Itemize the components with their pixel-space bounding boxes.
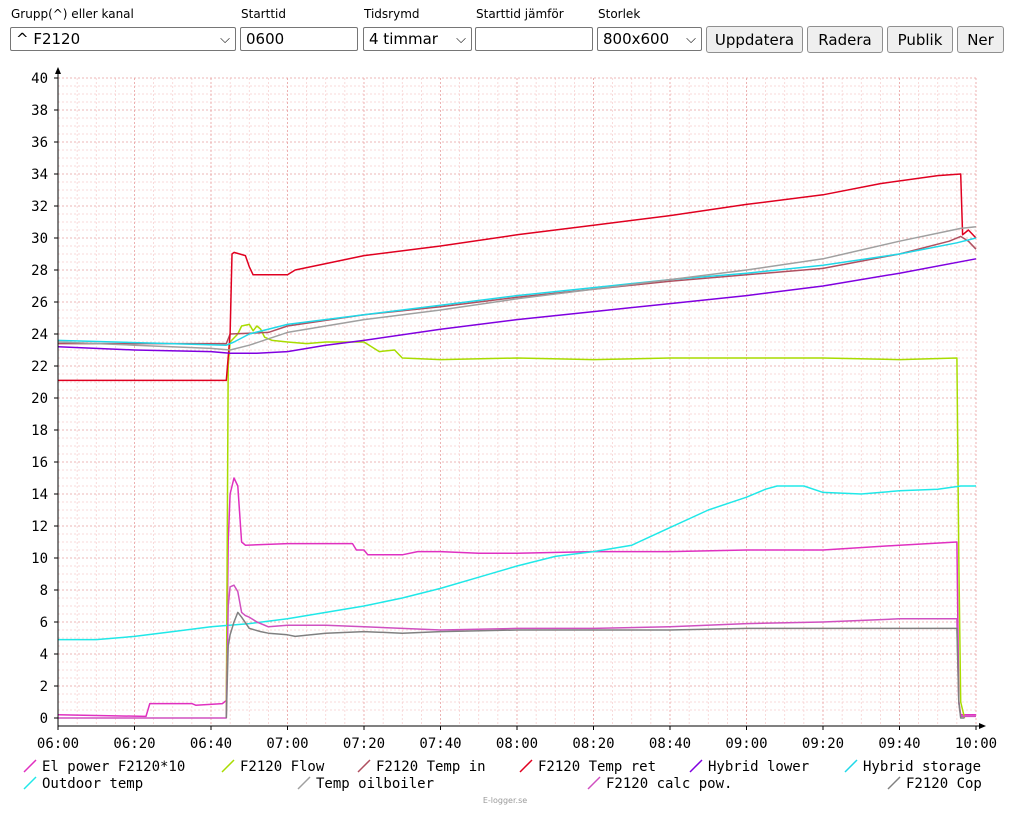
start-label: Starttid — [241, 7, 286, 21]
y-tick-label: 8 — [40, 583, 48, 599]
series-line-f2120-cop — [225, 611, 965, 719]
y-tick-label: 36 — [31, 135, 48, 151]
span-label: Tidsrymd — [364, 7, 420, 21]
legend-swatch — [519, 759, 533, 773]
y-tick-label: 34 — [31, 167, 48, 183]
y-tick-label: 16 — [31, 455, 48, 471]
series-line-hybrid-storage — [57, 237, 977, 346]
y-axis-arrow — [55, 67, 61, 74]
legend: El power F2120*10 F2120 Flow F2120 Temp in… — [23, 759, 982, 792]
x-tick-label: 07:20 — [343, 736, 385, 752]
legend-swatch — [23, 759, 37, 773]
span-select[interactable]: 4 timmar ⌵ — [363, 27, 472, 51]
legend-label: Hybrid lower — [708, 759, 809, 775]
start-time-value: 0600 — [246, 30, 285, 48]
x-tick-label: 09:00 — [725, 736, 767, 752]
y-tick-label: 14 — [31, 487, 48, 503]
x-tick-label: 08:00 — [496, 736, 538, 752]
legend-swatch — [23, 776, 37, 790]
legend-label: Hybrid storage — [863, 759, 981, 775]
axes — [55, 67, 986, 729]
legend-label: El power F2120*10 — [42, 759, 185, 775]
legend-label: F2120 Temp in — [376, 759, 486, 775]
x-tick-label: 07:00 — [266, 736, 308, 752]
compare-label: Starttid jämför — [476, 7, 564, 21]
toolbar: Grupp(^) eller kanal ^ F2120 ⌵ Starttid … — [0, 0, 1017, 60]
legend-label: F2120 Cop — [906, 776, 982, 792]
watermark: E-logger.se — [483, 796, 527, 805]
y-tick-label: 18 — [31, 423, 48, 439]
size-label: Storlek — [598, 7, 641, 21]
legend-label: Temp oilboiler — [316, 776, 434, 792]
y-tick-label: 0 — [40, 711, 48, 727]
legend-swatch — [887, 776, 901, 790]
series-line-el-power-f2120-10 — [57, 477, 976, 718]
span-select-value: 4 timmar — [369, 30, 438, 48]
group-select[interactable]: ^ F2120 ⌵ — [10, 27, 236, 51]
tick-labels: 024681012141618202224262830323436384006:… — [31, 71, 997, 752]
y-tick-label: 22 — [31, 359, 48, 375]
x-tick-label: 08:20 — [572, 736, 614, 752]
group-select-value: ^ F2120 — [16, 30, 81, 48]
y-tick-label: 30 — [31, 231, 48, 247]
legend-swatch — [221, 759, 235, 773]
x-axis-arrow — [979, 723, 986, 729]
y-tick-label: 24 — [31, 327, 48, 343]
series-line-f2120-temp-ret — [58, 173, 977, 382]
x-tick-label: 07:40 — [419, 736, 461, 752]
legend-label: Outdoor temp — [42, 776, 143, 792]
chevron-down-icon: ⌵ — [220, 31, 230, 47]
legend-label: F2120 Temp ret — [538, 759, 656, 775]
x-tick-label: 09:20 — [802, 736, 844, 752]
y-tick-label: 2 — [40, 679, 48, 695]
legend-label: F2120 Flow — [240, 759, 325, 775]
y-tick-label: 38 — [31, 103, 48, 119]
legend-swatch — [689, 759, 703, 773]
y-tick-label: 26 — [31, 295, 48, 311]
series-line-outdoor-temp — [58, 485, 976, 641]
legend-swatch — [297, 776, 311, 790]
chevron-down-icon: ⌵ — [686, 31, 696, 47]
legend-swatch — [587, 776, 601, 790]
legend-swatch — [844, 759, 858, 773]
x-tick-label: 06:40 — [190, 736, 232, 752]
y-tick-label: 20 — [31, 391, 48, 407]
public-button[interactable]: Publik — [887, 26, 953, 53]
legend-swatch — [357, 759, 371, 773]
series-layer — [57, 173, 977, 719]
start-time-input[interactable]: 0600 — [240, 27, 358, 51]
major-grid — [58, 77, 977, 726]
line-chart: 024681012141618202224262830323436384006:… — [23, 67, 997, 805]
y-tick-label: 28 — [31, 263, 48, 279]
delete-button[interactable]: Radera — [807, 26, 883, 53]
y-tick-label: 12 — [31, 519, 48, 535]
x-tick-label: 08:40 — [649, 736, 691, 752]
compare-time-input[interactable] — [475, 27, 593, 51]
series-line-temp-oilboiler — [57, 226, 977, 351]
chevron-down-icon: ⌵ — [456, 31, 466, 47]
series-line-f2120-flow — [225, 323, 966, 719]
legend-label: F2120 calc pow. — [606, 776, 732, 792]
down-button[interactable]: Ner — [957, 26, 1004, 53]
y-tick-label: 40 — [31, 71, 48, 87]
x-tick-label: 10:00 — [955, 736, 997, 752]
x-tick-label: 06:20 — [113, 736, 155, 752]
x-tick-label: 06:00 — [37, 736, 79, 752]
size-select-value: 800x600 — [603, 30, 670, 48]
y-tick-label: 4 — [40, 647, 48, 663]
group-label: Grupp(^) eller kanal — [11, 7, 134, 21]
size-select[interactable]: 800x600 ⌵ — [597, 27, 702, 51]
y-tick-label: 6 — [40, 615, 48, 631]
series-line-f2120-calc-pow- — [58, 584, 976, 719]
update-button[interactable]: Uppdatera — [706, 26, 803, 53]
y-tick-label: 10 — [31, 551, 48, 567]
x-tick-label: 09:40 — [878, 736, 920, 752]
y-tick-label: 32 — [31, 199, 48, 215]
series-line-hybrid-lower — [57, 258, 977, 354]
